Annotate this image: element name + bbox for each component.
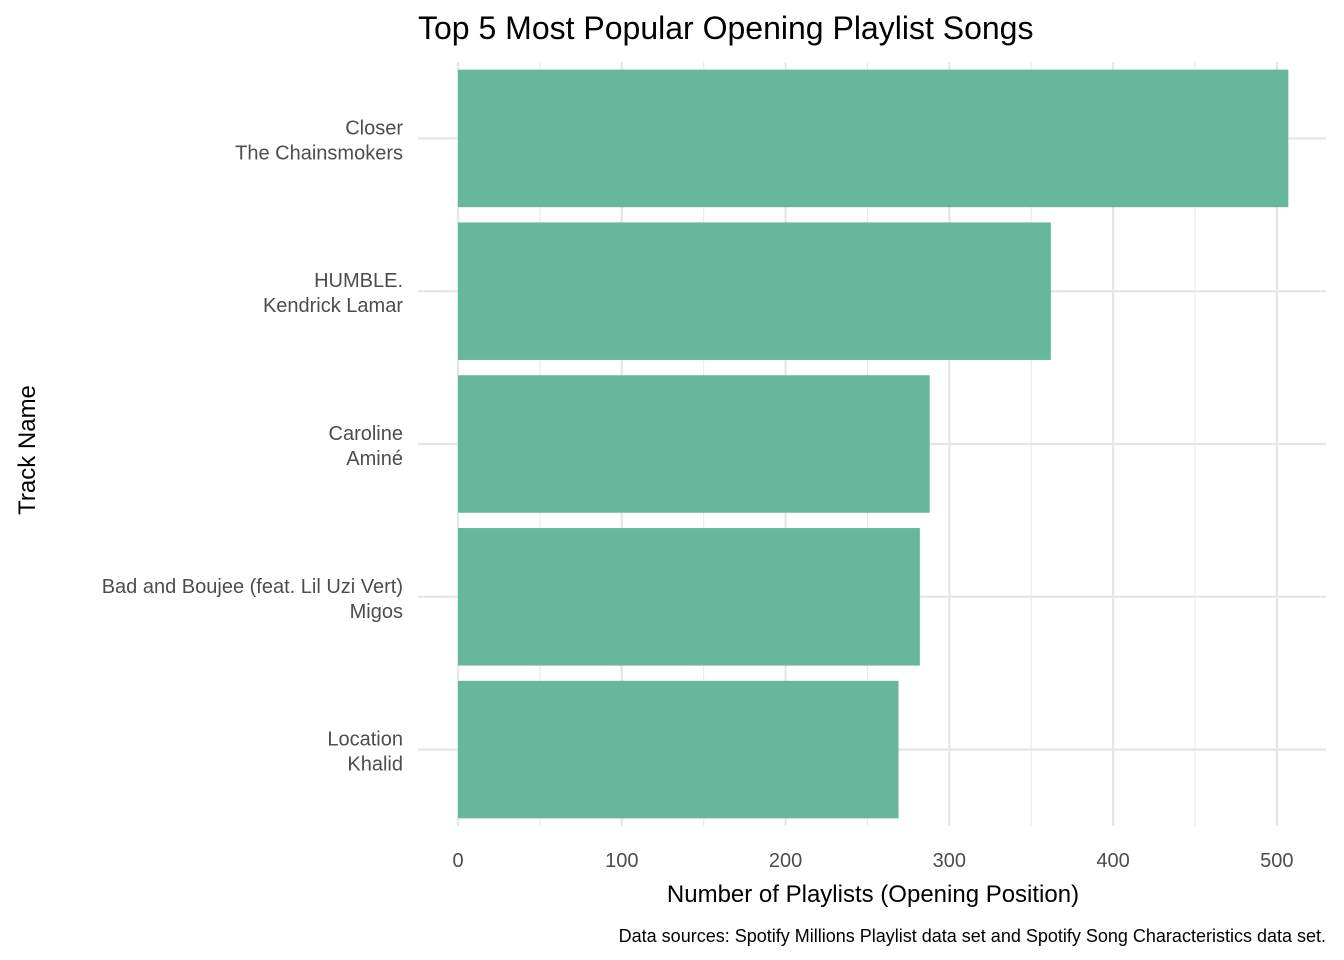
y-tick-label-line: HUMBLE. — [314, 270, 403, 292]
y-tick-label-line: Kendrick Lamar — [263, 295, 403, 317]
bar — [458, 222, 1051, 360]
bar — [458, 680, 899, 819]
bar — [458, 528, 920, 666]
y-tick-label-line: Migos — [350, 601, 403, 623]
x-tick-label: 300 — [933, 850, 966, 872]
y-tick-label-line: Location — [327, 729, 403, 751]
y-tick-label-line: The Chainsmokers — [235, 142, 403, 164]
y-tick-labels: Closer The Chainsmokers HUMBLE. Kendrick La… — [102, 117, 404, 775]
y-axis-title: Track Name — [14, 385, 41, 515]
y-tick-label-line: Bad and Boujee (feat. Lil Uzi Vert) — [102, 576, 403, 598]
y-tick-label-line: Khalid — [347, 754, 403, 776]
x-axis-title: Number of Playlists (Opening Position) — [667, 881, 1079, 908]
bars — [458, 69, 1289, 819]
bar — [458, 69, 1289, 208]
y-tick-label: Closer The Chainsmokers — [235, 117, 403, 164]
bar — [458, 375, 930, 513]
x-tick-label: 400 — [1096, 850, 1129, 872]
x-tick-label: 100 — [605, 850, 638, 872]
chart-title: Top 5 Most Popular Opening Playlist Song… — [418, 10, 1033, 46]
y-tick-label-line: Closer — [345, 117, 403, 139]
chart-caption: Data sources: Spotify Millions Playlist … — [619, 926, 1326, 946]
y-tick-label: Bad and Boujee (feat. Lil Uzi Vert) Migos — [102, 576, 403, 623]
y-tick-label-line: Caroline — [329, 423, 403, 445]
x-tick-label: 200 — [769, 850, 802, 872]
x-tick-labels: 0 100 200 300 400 500 — [452, 850, 1293, 872]
y-tick-label: Caroline Aminé — [329, 423, 403, 470]
y-tick-label-line: Aminé — [346, 448, 403, 470]
x-tick-label: 0 — [452, 850, 463, 872]
x-tick-label: 500 — [1260, 850, 1293, 872]
y-tick-label: HUMBLE. Kendrick Lamar — [263, 270, 403, 317]
y-tick-label: Location Khalid — [327, 729, 403, 776]
